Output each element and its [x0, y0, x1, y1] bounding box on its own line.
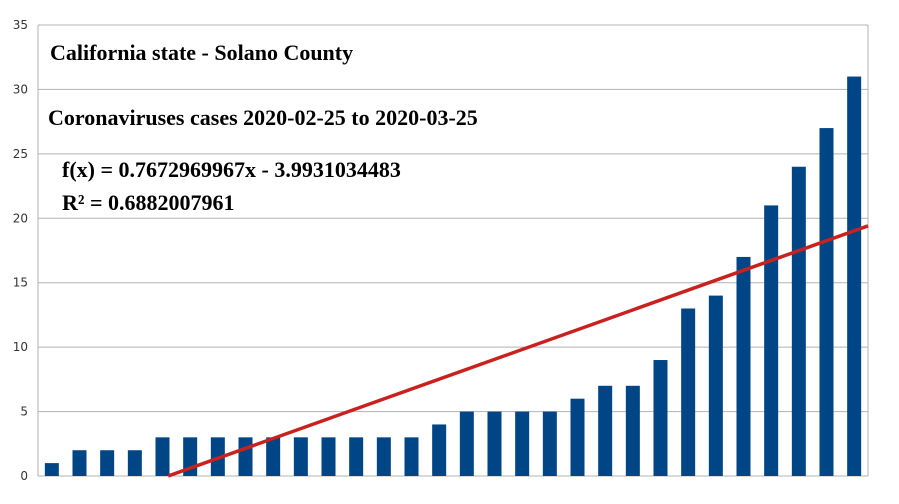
y-tick-label: 10 [13, 340, 28, 354]
bar [238, 437, 253, 476]
bar [598, 385, 613, 476]
bar [736, 256, 751, 476]
y-tick-label: 20 [13, 211, 28, 225]
bar [72, 450, 87, 476]
chart-title: California state - Solano County [50, 40, 354, 65]
bar [349, 437, 364, 476]
y-tick-label: 25 [13, 147, 28, 161]
bar [791, 166, 806, 476]
bar [404, 437, 419, 476]
bar [542, 411, 557, 476]
bar [44, 463, 59, 476]
bar [293, 437, 308, 476]
bar [625, 385, 640, 476]
bar [155, 437, 170, 476]
bar [321, 437, 336, 476]
trendline [167, 224, 869, 478]
y-tick-label: 0 [20, 469, 28, 483]
bar [376, 437, 391, 476]
bar [708, 295, 723, 476]
regression-equation: f(x) = 0.7672969967x - 3.9931034483 [62, 157, 401, 182]
bar [127, 450, 142, 476]
bar [100, 450, 115, 476]
y-tick-label: 30 [13, 82, 28, 96]
r-squared: R² = 0.6882007961 [62, 190, 235, 215]
bar [681, 308, 696, 476]
bar [487, 411, 502, 476]
y-tick-label: 5 [20, 405, 28, 419]
bar [764, 205, 779, 476]
bar [266, 437, 281, 476]
bar [570, 398, 585, 476]
bar [819, 128, 834, 477]
bar [515, 411, 530, 476]
bar [653, 360, 668, 476]
bar [847, 76, 862, 477]
y-tick-label: 15 [13, 276, 28, 290]
chart-subtitle: Coronaviruses cases 2020-02-25 to 2020-0… [48, 105, 478, 130]
y-tick-label: 35 [13, 18, 28, 32]
bar [459, 411, 474, 476]
bar [432, 424, 447, 476]
